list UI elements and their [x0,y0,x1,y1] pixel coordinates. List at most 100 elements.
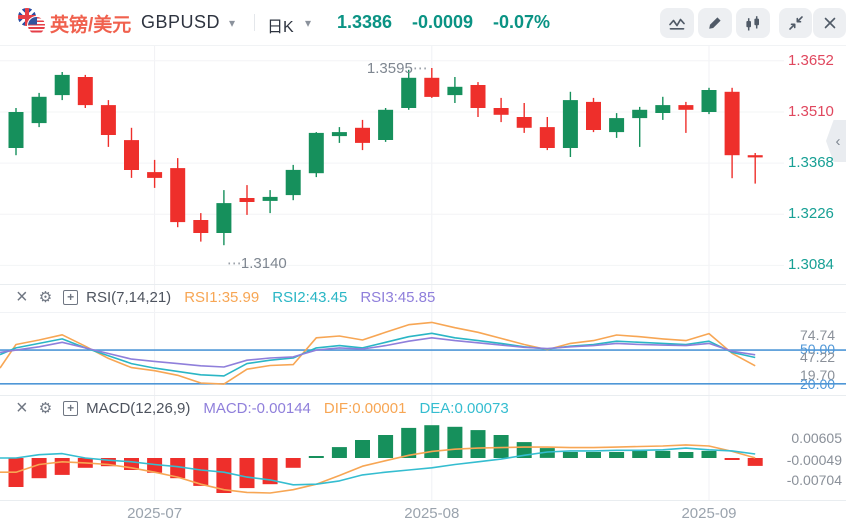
macd-axis-max: 0.00605 [791,430,842,446]
macd-histogram-bar [170,458,186,479]
candle-body [586,101,601,130]
interval-selector[interactable]: 日K [267,13,294,37]
rsi-axis-min: 19.70 [800,367,836,383]
price-change-percent: -0.07% [493,12,551,32]
collapse-button[interactable] [779,8,812,38]
axis-collapse-handle[interactable]: ‹ [826,120,846,162]
candlestick-style-button[interactable] [736,8,770,38]
dea-value: DEA:0.00073 [419,399,509,417]
rsi2-line [0,332,756,377]
rsi-level-50-label: 50.00 [800,341,836,357]
macd-histogram-bar [447,426,463,458]
macd-histogram-bar [147,458,163,473]
candle-body [539,127,555,148]
macd-title: MACD(12,26,9) [86,399,191,417]
candle-body [193,220,209,233]
rsi-axis-mid: 47.22 [800,349,836,365]
candlestick-icon [746,15,759,30]
pane-separator [0,500,846,501]
rsi3-line [0,336,756,368]
rsi-close-button[interactable]: × [16,286,28,308]
macd-value: MACD:-0.00144 [203,399,311,417]
pair-name: 英镑/美元 [50,15,132,36]
candle-body [678,105,694,110]
price-axis-label: 1.3368 [788,154,834,172]
candle-body [632,109,648,119]
caret-down-icon: ▾ [305,16,312,30]
macd-histogram-bar [586,452,601,458]
interval-label: 日K [267,19,294,36]
caret-down-icon: ▾ [229,16,236,30]
draw-button[interactable] [698,8,732,38]
indicator-line-button[interactable] [660,8,694,38]
macd-axis-mid: -0.00049 [786,452,842,468]
macd-histogram-bar [701,450,717,458]
candle-body [147,172,163,178]
rsi-axis-max: 74.74 [800,327,836,343]
candle-body [493,108,509,115]
macd-histogram-bar [31,458,47,479]
candle-body [724,91,740,156]
chart-header: 英镑/美元 GBPUSD ▾ 日K ▾ 1.3386 -0.0009 -0.07… [0,0,846,46]
x-axis-label: 2025-09 [681,505,737,522]
pencil-icon [709,17,721,29]
macd-histogram-bar [632,450,648,458]
candle-body [285,169,301,196]
rsi-level-20-label: 20.00 [800,376,836,392]
chevron-left-icon: ‹ [835,132,841,150]
rsi-expand-icon[interactable]: + [63,289,79,305]
close-chart-button[interactable] [813,8,846,38]
macd-histogram-bar [262,458,278,485]
symbol-code: GBPUSD [141,12,221,32]
candle-body [470,85,486,108]
dif-value: DIF:0.00001 [323,399,407,417]
macd-histogram-bar [378,435,394,458]
macd-histogram-bar [100,458,116,467]
candle-body [401,77,417,108]
rsi1-value: RSI1:35.99 [184,288,260,306]
x-axis-label: 2025-07 [127,505,183,522]
macd-histogram-bar [54,458,70,475]
candle-body [124,140,139,170]
leader-dots: ⋯ [226,255,242,273]
candle-body [562,100,578,148]
pane-separator [0,395,846,396]
macd-histogram-bar [493,435,509,458]
macd-panel-header: × ⚙ + MACD(12,26,9) MACD:-0.00144 DIF:0.… [16,397,509,419]
macd-histogram-bar [747,458,763,466]
x-axis-label: 2025-08 [404,505,460,522]
macd-histogram-bar [401,427,417,458]
candle-body [609,118,625,133]
dea-line [0,447,756,486]
collapse-arrows-icon [788,16,803,30]
macd-histogram-bar [470,430,486,458]
candle-body [516,117,532,128]
rsi3-value: RSI3:45.85 [360,288,436,306]
macd-settings-icon[interactable]: ⚙ [38,400,53,417]
candle-body [77,77,93,106]
macd-histogram-bar [331,447,347,458]
rsi-settings-icon[interactable]: ⚙ [38,289,53,306]
price-axis-label: 1.3652 [788,51,834,69]
macd-close-button[interactable]: × [16,397,28,419]
macd-expand-icon[interactable]: + [63,400,79,416]
macd-histogram-bar [724,458,740,460]
candle-body [216,203,232,233]
pane-separator [0,284,846,285]
candle-body [8,112,24,148]
candle-body [170,168,186,223]
candle-body [54,74,70,96]
gbpusd-flag-icon [18,8,46,36]
candle-body [262,196,278,201]
price-axis-label: 1.3084 [788,256,834,274]
candle-body [378,109,394,140]
candle-body [701,90,717,112]
candle-body [31,96,47,124]
macd-histogram-bar [562,452,578,458]
line-indicator-icon [669,18,685,30]
low-price-annotation: ⋯1.3140 [226,255,287,273]
macd-axis-min: -0.00704 [786,472,842,488]
macd-histogram-bar [355,440,370,458]
